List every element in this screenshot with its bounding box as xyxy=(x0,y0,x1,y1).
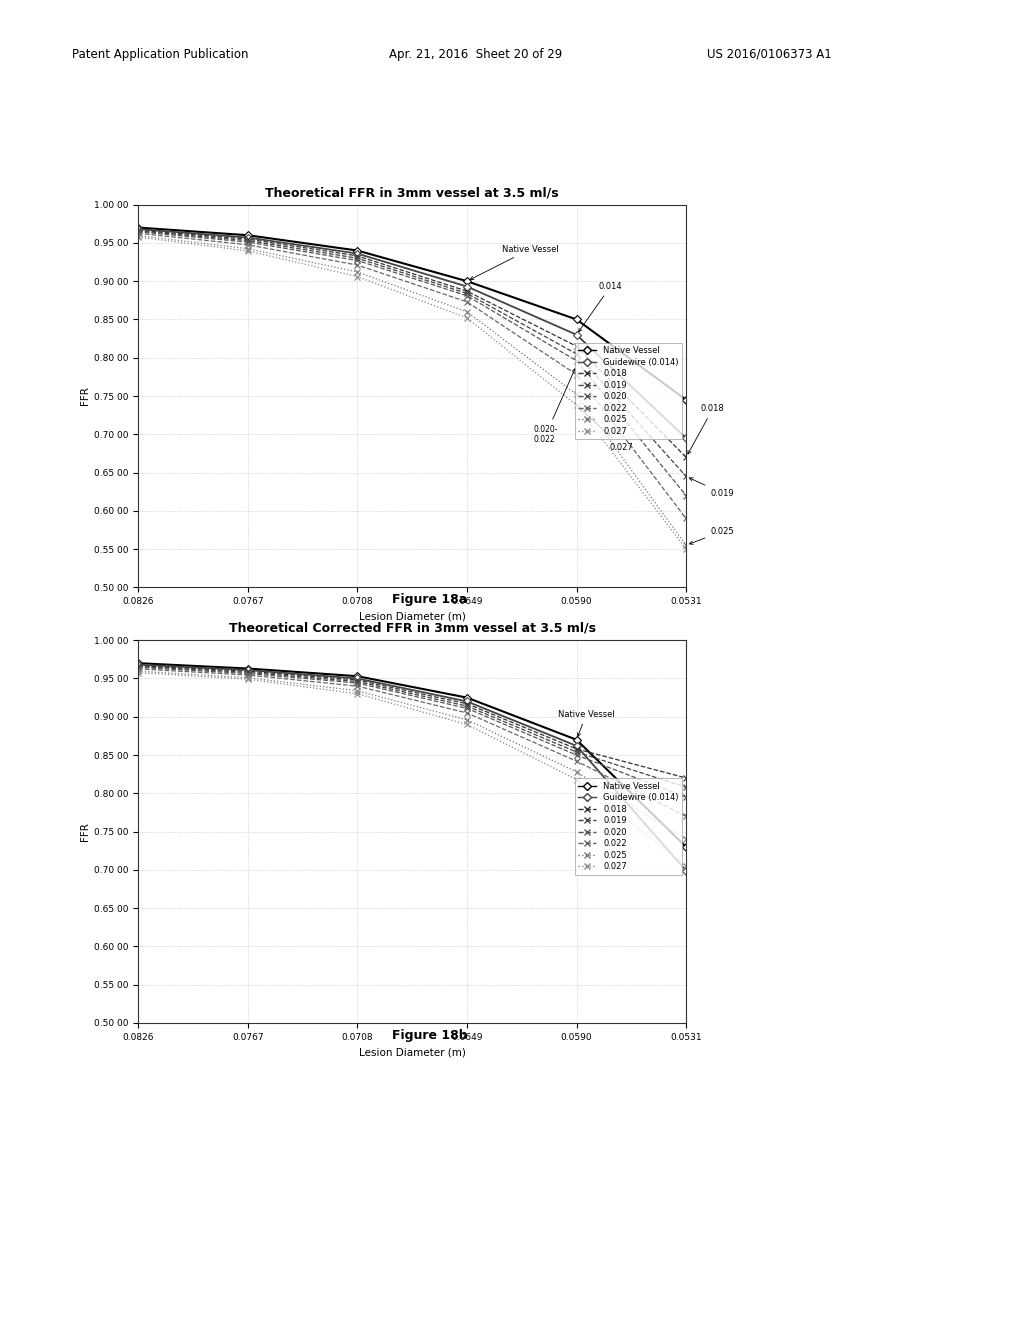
Legend: Native Vessel, Guidewire (0.014), 0.018, 0.019, 0.020, 0.022, 0.025, 0.027: Native Vessel, Guidewire (0.014), 0.018,… xyxy=(574,779,682,875)
Text: 0.014: 0.014 xyxy=(579,281,623,331)
Title: Theoretical FFR in 3mm vessel at 3.5 ml/s: Theoretical FFR in 3mm vessel at 3.5 ml/… xyxy=(265,186,559,199)
Y-axis label: FFR: FFR xyxy=(80,387,90,405)
Legend: Native Vessel, Guidewire (0.014), 0.018, 0.019, 0.020, 0.022, 0.025, 0.027: Native Vessel, Guidewire (0.014), 0.018,… xyxy=(574,343,682,440)
Title: Theoretical Corrected FFR in 3mm vessel at 3.5 ml/s: Theoretical Corrected FFR in 3mm vessel … xyxy=(228,622,596,635)
Text: 0.020-
0.022: 0.020- 0.022 xyxy=(534,368,575,444)
Text: Native Vessel: Native Vessel xyxy=(470,244,559,280)
Text: 0.027: 0.027 xyxy=(580,408,634,451)
Text: 0.025: 0.025 xyxy=(689,527,734,544)
Text: 0.018: 0.018 xyxy=(688,404,725,454)
Text: Figure 18a: Figure 18a xyxy=(392,593,468,606)
X-axis label: Lesion Diameter (m): Lesion Diameter (m) xyxy=(358,611,466,622)
X-axis label: Lesion Diameter (m): Lesion Diameter (m) xyxy=(358,1047,466,1057)
Text: Figure 18b: Figure 18b xyxy=(392,1028,468,1041)
Text: US 2016/0106373 A1: US 2016/0106373 A1 xyxy=(707,48,831,61)
Text: Apr. 21, 2016  Sheet 20 of 29: Apr. 21, 2016 Sheet 20 of 29 xyxy=(389,48,562,61)
Text: Native Vessel: Native Vessel xyxy=(558,710,614,737)
Text: 0.019: 0.019 xyxy=(689,478,734,498)
Text: Patent Application Publication: Patent Application Publication xyxy=(72,48,248,61)
Y-axis label: FFR: FFR xyxy=(80,822,90,841)
